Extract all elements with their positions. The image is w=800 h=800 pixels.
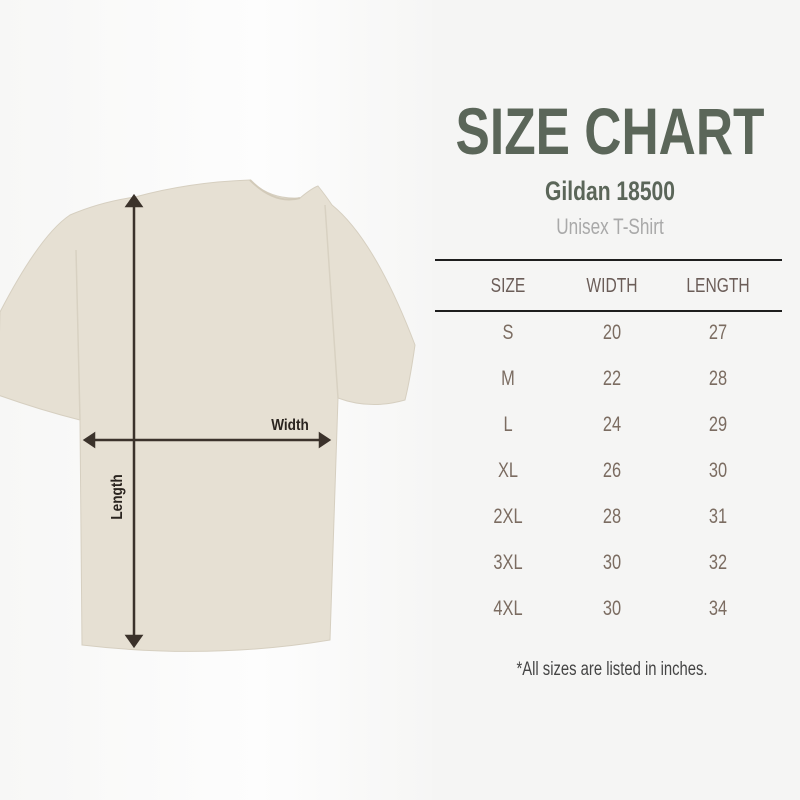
width-arrow [82, 431, 332, 449]
length-cell: 31 [708, 505, 728, 528]
width-cell: 22 [602, 367, 622, 390]
length-arrow [124, 193, 144, 649]
size-cell: 3XL [493, 551, 523, 574]
size-cell: 4XL [493, 597, 523, 620]
length-cell: 29 [708, 413, 728, 436]
table-top-rule [435, 259, 782, 261]
width-label: Width [271, 417, 309, 434]
product-subtitle: Unisex T-Shirt [556, 214, 664, 239]
length-label: Length [109, 474, 126, 519]
size-cell: L [503, 413, 513, 436]
size-cell: S [502, 321, 514, 344]
length-cell: 32 [708, 551, 728, 574]
size-cell: XL [497, 459, 519, 482]
footnote: *All sizes are listed in inches. [516, 659, 708, 680]
tshirt-shape [0, 179, 416, 652]
width-cell: 30 [602, 597, 622, 620]
width-cell: 26 [602, 459, 622, 482]
width-cell: 30 [602, 551, 622, 574]
size-cell: M [501, 367, 515, 390]
table-header-rule [435, 310, 782, 312]
column-header-size: SIZE [490, 275, 526, 297]
model-name: Gildan 18500 [545, 176, 675, 206]
length-cell: 27 [708, 321, 728, 344]
tshirt-diagram: Width Length [0, 179, 416, 652]
width-cell: 24 [602, 413, 622, 436]
length-cell: 28 [708, 367, 728, 390]
page-title: SIZE CHART [455, 94, 765, 168]
width-cell: 28 [602, 505, 622, 528]
length-cell: 34 [708, 597, 728, 620]
column-header-width: WIDTH [586, 275, 638, 297]
size-cell: 2XL [493, 505, 523, 528]
column-header-length: LENGTH [686, 275, 750, 297]
length-cell: 30 [708, 459, 728, 482]
width-cell: 20 [602, 321, 622, 344]
